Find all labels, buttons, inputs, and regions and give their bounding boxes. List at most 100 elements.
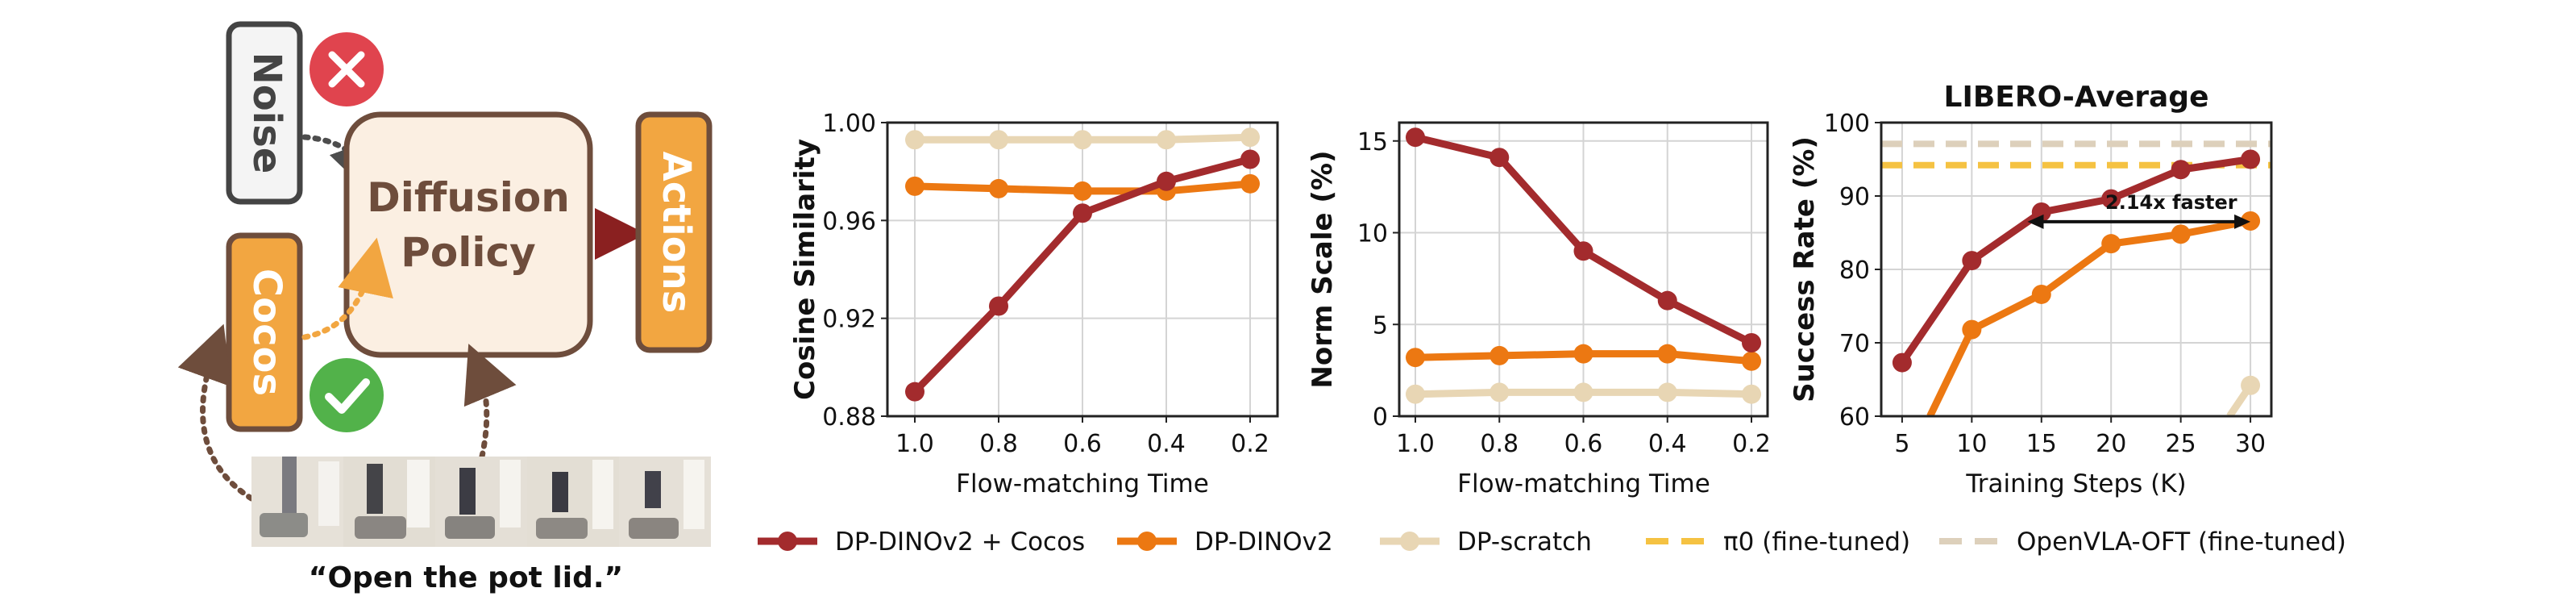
chart2-frame	[1398, 121, 1769, 418]
actions-box: Actions	[635, 111, 713, 353]
chart3-annotation-label: 2.14x faster	[2105, 191, 2237, 214]
chart3-xtick-label: 20	[2096, 430, 2126, 458]
legend-label: OpenVLA-OFT (fine-tuned)	[2017, 528, 2346, 557]
legend-item: OpenVLA-OFT (fine-tuned)	[1939, 528, 2346, 557]
chart2-point-cocos	[1406, 127, 1425, 148]
chart2-xtick-label: 0.2	[1732, 430, 1771, 458]
chart1-point-cocos	[989, 296, 1008, 316]
chart3-point-dinov2	[2031, 284, 2051, 304]
chart1-point-dinov2	[989, 178, 1008, 198]
cocos-box: Cocos	[226, 232, 303, 432]
cocos-label: Cocos	[244, 269, 289, 396]
chart1-ytick-label: 0.88	[822, 403, 876, 432]
chart3-xtick-label: 25	[2166, 430, 2196, 458]
chart1-frame	[886, 121, 1279, 418]
chart1-point-cocos	[1073, 203, 1092, 223]
chart2-ytick-label: 10	[1357, 220, 1388, 248]
chart2-xtick-label: 0.8	[1480, 430, 1519, 458]
check-icon	[310, 358, 384, 432]
chart3-series-line-dinov2	[1926, 217, 2251, 416]
chart2-xlabel: Flow-matching Time	[1457, 469, 1710, 498]
cross-icon	[310, 32, 384, 106]
actions-label: Actions	[654, 152, 699, 314]
chart2-plot-area: 0 5 10 15 1.0 0.8 0.6 0.4 0.2	[1357, 121, 1771, 458]
chart1-point-dinov2	[905, 176, 924, 196]
chart3-xtick-label: 30	[2235, 430, 2266, 458]
frame-3	[435, 457, 527, 547]
chart3-point-dinov2	[2171, 224, 2191, 244]
chart3-frame	[1880, 121, 2273, 418]
chart1-point-scratch	[1073, 130, 1092, 150]
chart1-xtick-label: 0.4	[1147, 430, 1186, 458]
chart1-ytick-label: 0.96	[822, 207, 876, 236]
chart3-point-dinov2	[1962, 319, 1982, 340]
chart1-xtick-label: 0.6	[1063, 430, 1102, 458]
chart2-point-dinov2	[1657, 344, 1677, 364]
noise-label: Noise	[244, 52, 289, 174]
image-to-policy-arrow	[463, 344, 517, 460]
chart3-point-dinov2	[2241, 211, 2261, 231]
frame-2	[343, 457, 435, 547]
policy-label-line2: Policy	[401, 229, 536, 276]
chart1-point-scratch	[989, 130, 1008, 150]
chart2-point-cocos	[1657, 290, 1677, 311]
legend-label: DP-scratch	[1457, 528, 1592, 557]
noise-box: Noise	[226, 21, 303, 205]
chart3-point-cocos	[2031, 202, 2051, 223]
chart2-xtick-label: 1.0	[1396, 430, 1435, 458]
chart3-point-cocos	[2101, 189, 2121, 209]
chart2-point-scratch	[1406, 384, 1425, 404]
chart3-ytick-label: 90	[1839, 183, 1870, 211]
chart2-ytick-label: 0	[1373, 403, 1388, 432]
frame-5	[619, 457, 711, 547]
chart1-ylabel: Cosine Similarity	[789, 139, 821, 400]
chart1-point-cocos	[905, 382, 924, 402]
chart3-ytick-label: 80	[1839, 256, 1870, 285]
chart1-xtick-label: 0.8	[979, 430, 1018, 458]
legend: DP-DINOv2 + Cocos DP-DINOv2 DP-scratch π0 (…	[758, 528, 2346, 557]
chart3-xtick-label: 5	[1894, 430, 1909, 458]
chart1-ytick-label: 1.00	[822, 110, 876, 138]
chart1-xtick-label: 1.0	[895, 430, 934, 458]
legend-label: DP-DINOv2 + Cocos	[835, 528, 1085, 557]
chart1-point-dinov2	[1073, 181, 1092, 201]
frame-1	[251, 457, 343, 547]
instruction-text: “Open the pot lid.”	[309, 561, 623, 594]
chart1-point-scratch	[1240, 127, 1260, 148]
chart1-ytick-label: 0.92	[822, 306, 876, 334]
chart1-point-dinov2	[1240, 173, 1260, 194]
legend-item: π0 (fine-tuned)	[1646, 528, 1910, 557]
chart3-ytick-label: 100	[1824, 110, 1870, 138]
chart1-xlabel: Flow-matching Time	[956, 469, 1209, 498]
chart2-point-dinov2	[1490, 345, 1510, 365]
chart3-point-scratch	[2241, 375, 2261, 395]
frame-4	[527, 457, 619, 547]
chart2-point-cocos	[1742, 333, 1761, 352]
norm-scale-chart: Norm Scale (%) Flow-matching Time 0 5 10 15…	[1307, 121, 1771, 498]
chart2-point-dinov2	[1406, 348, 1425, 368]
legend-item: DP-scratch	[1380, 528, 1592, 557]
cosine-similarity-chart: Cosine Similarity Flow-matching Time 0.8…	[789, 110, 1279, 498]
legend-label: π0 (fine-tuned)	[1723, 528, 1910, 557]
chart3-title: LIBERO-Average	[1944, 81, 2209, 114]
chart3-speedup-arrow	[2027, 214, 2251, 229]
chart2-xtick-label: 0.6	[1564, 430, 1603, 458]
legend-item: DP-DINOv2	[1117, 528, 1333, 557]
chart1-plot-area: 0.88 0.92 0.96 1.00 1.0 0.8 0.6 0.4 0.2	[822, 110, 1279, 458]
chart3-point-dinov2	[2101, 234, 2121, 254]
chart2-ylabel: Norm Scale (%)	[1307, 150, 1339, 388]
chart1-point-scratch	[1157, 130, 1176, 150]
legend-label: DP-DINOv2	[1195, 528, 1333, 557]
chart3-ytick-label: 60	[1839, 403, 1870, 432]
cocos-to-policy-arrow	[301, 237, 393, 340]
chart1-xtick-label: 0.2	[1231, 430, 1269, 458]
chart3-point-cocos	[2241, 149, 2261, 169]
chart1-point-scratch	[905, 130, 924, 150]
chart3-xtick-label: 15	[2026, 430, 2057, 458]
chart2-point-scratch	[1742, 384, 1761, 404]
chart3-ylabel: Success Rate (%)	[1789, 136, 1821, 402]
chart1-point-cocos	[1157, 171, 1176, 191]
method-diagram: Noise Diffusion Policy Actions Cocos	[177, 21, 713, 594]
chart2-point-cocos	[1573, 241, 1593, 261]
